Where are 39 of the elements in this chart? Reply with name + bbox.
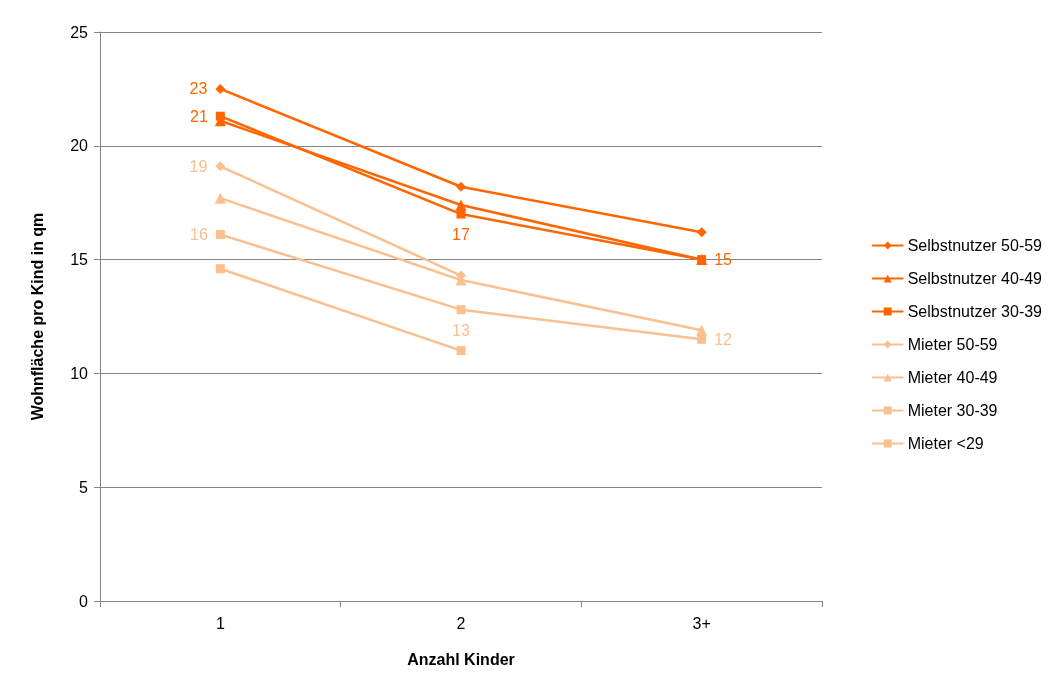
point [215,111,225,121]
point [455,199,467,211]
y-tick-label: 15 [70,251,89,269]
legend-label: Selbstnutzer 30-39 [907,303,1043,320]
data-label: 21 [190,107,208,125]
data-label: 17 [452,226,470,244]
y-tick-label: 25 [70,23,89,41]
point [215,83,226,94]
point [697,334,707,344]
legend-label: Selbstnutzer 50-59 [907,237,1043,254]
point [456,346,466,356]
y-axis-title: Wohnfläche pro Kind in qm [28,212,46,421]
legend-label: Mieter 40-49 [907,369,998,386]
data-label: 13 [452,321,470,339]
y-tick-label: 10 [70,364,89,382]
x-tick-label: 3+ [692,614,711,632]
data-label: 23 [189,80,208,98]
y-tick-label: 0 [79,592,89,610]
legend-label: Mieter <29 [907,435,984,452]
y-tick-label: 20 [70,137,89,155]
point [214,192,226,204]
point [456,209,466,219]
data-label: 12 [714,330,733,348]
data-label: 19 [189,157,208,175]
x-axis-title: Anzahl Kinder [407,650,515,668]
point [456,181,466,192]
legend-label: Mieter 50-59 [907,336,998,353]
y-tick-label: 5 [79,478,89,496]
data-label: 15 [714,251,733,269]
legend-label: Selbstnutzer 40-49 [907,270,1043,287]
point [215,230,225,240]
point [456,305,466,315]
point [215,264,225,274]
legend-label: Mieter 30-39 [907,402,998,419]
x-tick-label: 1 [215,614,225,632]
data-label: 16 [190,226,208,244]
x-tick-label: 2 [456,614,466,632]
point [215,161,226,172]
point [696,227,707,238]
